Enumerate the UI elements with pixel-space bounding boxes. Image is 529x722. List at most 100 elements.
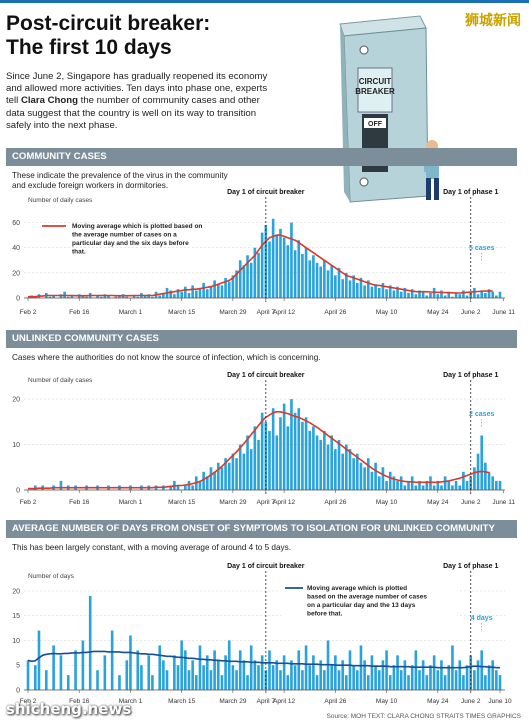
data-bar — [491, 660, 494, 690]
y-tick-label: 0 — [16, 488, 20, 495]
data-bar — [88, 595, 92, 690]
data-bar — [399, 291, 403, 298]
community-cases-chart: Number of daily cases 0 20 40 60 Day 1 of cir… — [12, 189, 515, 316]
x-tick-label: Feb 2 — [20, 309, 37, 316]
data-bar — [176, 665, 180, 690]
y-tick-label: 20 — [12, 588, 20, 595]
data-bar — [191, 660, 194, 690]
data-bar — [443, 295, 447, 298]
data-bar — [388, 675, 392, 690]
data-bar — [304, 247, 308, 298]
data-bar — [268, 430, 271, 490]
data-bar — [495, 670, 498, 690]
data-bar — [151, 296, 154, 298]
data-bar — [458, 485, 462, 490]
data-bar — [271, 665, 275, 690]
data-bar — [268, 241, 271, 298]
data-bar — [451, 296, 454, 298]
data-bar — [195, 290, 198, 298]
event-marker-label: Day 1 of circuit breaker — [227, 372, 305, 379]
data-bar — [319, 660, 323, 690]
x-tick-label: June 11 — [492, 309, 515, 316]
data-bar — [345, 675, 348, 690]
data-bar — [454, 670, 458, 690]
data-bar — [48, 296, 52, 298]
data-bar — [418, 480, 421, 490]
data-bar — [282, 403, 286, 490]
data-bar — [253, 426, 257, 490]
data-bar — [377, 670, 381, 690]
data-bar — [81, 295, 85, 298]
x-tick-label: Feb 16 — [69, 499, 90, 506]
data-bar — [458, 660, 462, 690]
data-bar — [443, 476, 447, 490]
data-bar — [385, 289, 388, 298]
intro-paragraph: Since June 2, Singapore has gradually re… — [6, 71, 278, 132]
data-bar — [227, 462, 231, 490]
data-bar — [224, 655, 227, 690]
data-bar — [388, 471, 392, 490]
data-bar — [345, 444, 348, 490]
data-bar — [235, 670, 238, 690]
data-bar — [140, 665, 143, 690]
data-bar — [341, 453, 344, 490]
data-bar — [308, 665, 312, 690]
data-bar — [162, 660, 165, 690]
event-marker-label: Day 1 of phase 1 — [443, 563, 498, 570]
data-bar — [396, 480, 399, 490]
data-bar — [363, 660, 366, 690]
data-bar — [96, 295, 99, 298]
data-bar — [473, 670, 476, 690]
x-tick-label: June 2 — [461, 499, 481, 506]
data-bar — [348, 650, 352, 690]
data-bar — [268, 650, 271, 690]
data-bar — [158, 295, 162, 298]
data-bar — [345, 272, 348, 298]
data-bar — [195, 675, 198, 690]
x-tick-label: April 7 — [257, 309, 276, 316]
data-bar — [37, 630, 41, 690]
moving-average-line — [27, 650, 500, 669]
data-bar — [418, 290, 421, 298]
illus-text-off: OFF — [368, 121, 383, 128]
legend-text: based on the average number of cases — [307, 594, 427, 601]
event-marker-label: Day 1 of circuit breaker — [227, 189, 305, 196]
data-bar — [301, 254, 304, 298]
data-bar — [297, 408, 301, 490]
data-bar — [414, 294, 418, 298]
data-bar — [319, 266, 323, 298]
data-bar — [52, 645, 55, 690]
y-tick-label: 15 — [12, 613, 20, 620]
data-bar — [308, 430, 312, 490]
data-bar — [484, 292, 487, 298]
data-bar — [220, 467, 224, 490]
data-bar — [52, 295, 55, 298]
data-bar — [330, 665, 333, 690]
data-bar — [118, 295, 121, 298]
data-bar — [355, 453, 359, 490]
y-axis-label: Number of days — [28, 573, 75, 580]
data-bar — [319, 440, 323, 490]
y-tick-label: 20 — [12, 397, 20, 404]
data-bar — [421, 660, 425, 690]
data-bar — [279, 228, 282, 298]
unlinked-cases-chart: Number of daily cases 0 10 20 Day 1 of circu… — [12, 372, 515, 506]
data-bar — [396, 286, 399, 298]
data-bar — [290, 399, 293, 490]
data-bar — [429, 665, 432, 690]
data-bar — [158, 645, 162, 690]
data-bar — [410, 665, 414, 690]
data-bar — [491, 476, 494, 490]
data-bar — [381, 660, 385, 690]
x-tick-label: June 2 — [461, 698, 481, 705]
data-bar — [209, 286, 213, 298]
data-bar — [246, 435, 249, 490]
data-bar — [125, 660, 129, 690]
moving-average-line — [28, 410, 490, 490]
data-bar — [103, 655, 107, 690]
data-bar — [454, 480, 458, 490]
brand-logo: 狮城新闻 — [465, 13, 521, 29]
data-bar — [26, 660, 30, 690]
data-bar — [348, 280, 352, 298]
data-bar — [264, 421, 268, 490]
